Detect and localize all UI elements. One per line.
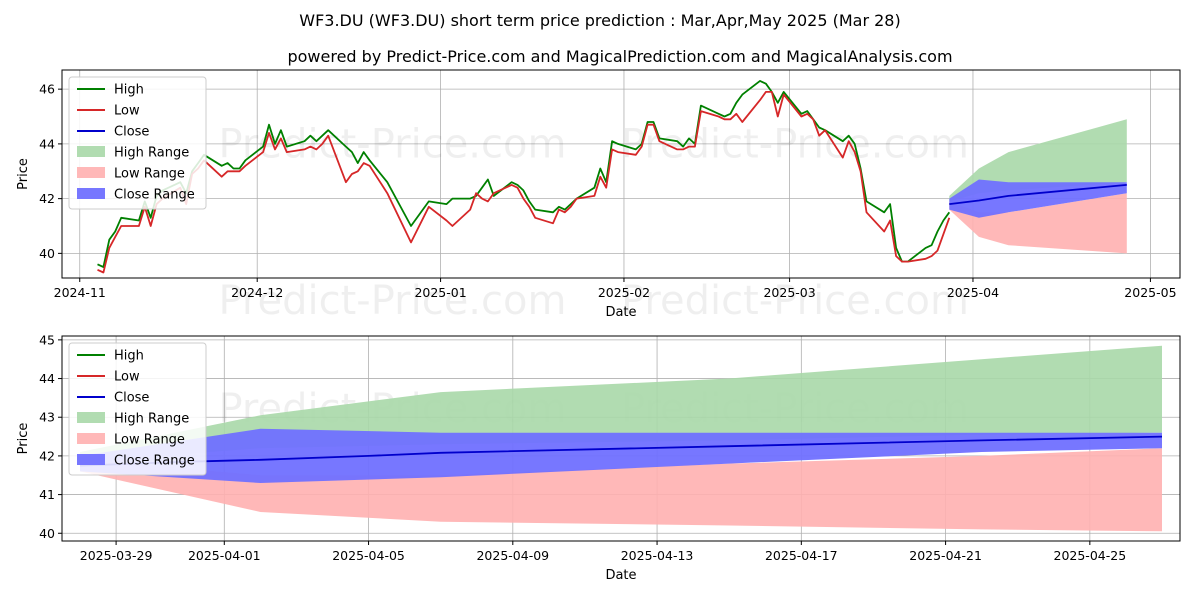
- legend-label: High: [114, 349, 144, 364]
- plot-frame: [61, 69, 1181, 279]
- y-tick-label: 43: [39, 410, 55, 425]
- legend-swatch-low-range: [77, 433, 105, 444]
- x-tick-label: 2025-04-17: [765, 548, 838, 563]
- y-tick-label: 41: [39, 487, 55, 502]
- legend-label: Close: [114, 125, 149, 140]
- plot-frame: [61, 335, 1181, 542]
- legend-swatch-close-range: [77, 454, 105, 465]
- x-tick-label: 2025-03: [763, 285, 815, 300]
- x-tick-label: 2025-04-13: [621, 548, 694, 563]
- upper-chart-panel: Predict-Price.com Predict-Price.com Predic…: [16, 69, 1181, 324]
- legend-label: High: [114, 83, 144, 98]
- legend-label: Low: [114, 104, 140, 119]
- x-tick-label: 2025-04-09: [476, 548, 549, 563]
- band-low-range: [80, 448, 1162, 532]
- band-low-range: [949, 193, 1127, 254]
- y-tick-label: 46: [39, 82, 55, 97]
- legend-label: Low Range: [114, 433, 185, 448]
- watermark-text: Predict-Price.com: [621, 121, 969, 167]
- watermark-text: Predict-Price.com: [219, 278, 567, 324]
- series-line-close: [949, 184, 1127, 205]
- x-tick-label: 2024-11: [54, 285, 106, 300]
- series-line-high: [97, 80, 951, 269]
- x-tick-label: 2025-04-21: [909, 548, 982, 563]
- x-tick-label: 2025-03-29: [80, 548, 153, 563]
- series-line-low: [97, 91, 951, 274]
- legend-label: Close Range: [114, 454, 195, 469]
- y-tick-label: 44: [39, 371, 55, 386]
- legend-swatch-low-range: [77, 167, 105, 178]
- y-tick-label: 40: [39, 526, 55, 541]
- legend-label: High Range: [114, 146, 189, 161]
- y-axis-label: Price: [16, 423, 31, 455]
- x-tick-label: 2025-04-01: [188, 548, 261, 563]
- legend-label: Low: [114, 370, 140, 385]
- y-tick-label: 40: [39, 246, 55, 261]
- legend-swatch-close-range: [77, 188, 105, 199]
- y-tick-label: 42: [39, 448, 55, 463]
- y-tick-label: 42: [39, 191, 55, 206]
- legend-label: Low Range: [114, 167, 185, 182]
- legend-label: Close: [114, 391, 149, 406]
- watermark-text: Predict-Price.com: [621, 278, 969, 324]
- legend-swatch-high-range: [77, 146, 105, 157]
- x-tick-label: 2025-05: [1124, 285, 1176, 300]
- chart-title: WF3.DU (WF3.DU) short term price predict…: [299, 11, 900, 30]
- x-tick-label: 2024-12: [231, 285, 283, 300]
- x-tick-label: 2025-04-25: [1054, 548, 1127, 563]
- legend-label: Close Range: [114, 188, 195, 203]
- lower-chart-panel: Predict-Price.comPredict-Price.com2025-0…: [16, 332, 1181, 583]
- legend-swatch-high-range: [77, 412, 105, 423]
- watermark-text: Predict-Price.com: [219, 121, 567, 167]
- y-axis-label: Price: [16, 158, 31, 190]
- y-tick-label: 45: [39, 332, 55, 347]
- x-axis-label: Date: [605, 568, 636, 583]
- x-axis-label: Date: [605, 305, 636, 320]
- y-tick-label: 44: [39, 136, 55, 151]
- legend-label: High Range: [114, 412, 189, 427]
- x-tick-label: 2025-02: [598, 285, 650, 300]
- chart-subtitle: powered by Predict-Price.com and Magical…: [287, 47, 952, 66]
- x-tick-label: 2025-04: [947, 285, 999, 300]
- x-tick-label: 2025-01: [414, 285, 466, 300]
- x-tick-label: 2025-04-05: [332, 548, 405, 563]
